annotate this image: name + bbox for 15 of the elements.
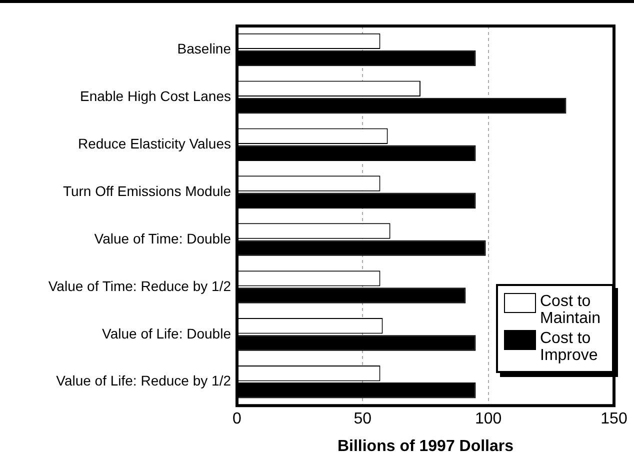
x-tick-label: 50	[354, 410, 372, 428]
y-tick-label: Reduce Elasticity Values	[78, 135, 231, 152]
y-tick-label: Baseline	[177, 40, 232, 57]
x-tick-label: 100	[474, 410, 502, 428]
y-tick-label: Value of Time: Reduce by 1/2	[48, 278, 232, 294]
legend-label: Cost to Improve	[540, 330, 599, 364]
y-tick-label: Value of Time: Double	[94, 230, 232, 246]
x-axis-title: Billions of 1997 Dollars	[337, 438, 514, 455]
y-tick-label: Value of Life: Double	[102, 325, 232, 342]
x-tick-label: 0	[232, 410, 242, 428]
x-tick-label: 150	[600, 410, 628, 428]
y-tick-label: Enable High Cost Lanes	[80, 88, 231, 104]
legend-label: Cost to Maintain	[540, 293, 602, 327]
y-tick-label: Value of Life: Reduce by 1/2	[56, 372, 232, 389]
y-tick-label: Turn Off Emissions Module	[62, 182, 232, 199]
